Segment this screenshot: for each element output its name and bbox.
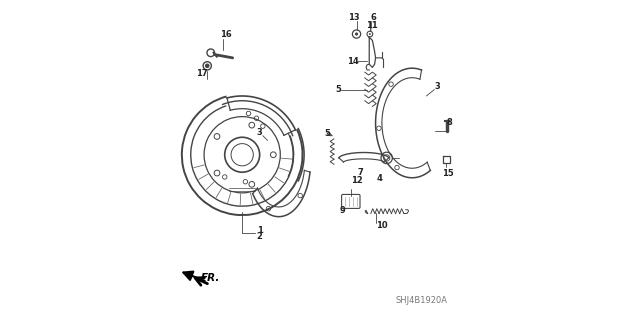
Text: 6: 6 bbox=[371, 13, 376, 22]
Text: 16: 16 bbox=[220, 30, 232, 39]
Text: 8: 8 bbox=[447, 118, 452, 128]
Circle shape bbox=[369, 33, 371, 35]
Text: 3: 3 bbox=[435, 82, 440, 91]
Text: 15: 15 bbox=[442, 169, 454, 178]
Text: 2: 2 bbox=[257, 232, 262, 241]
Text: 10: 10 bbox=[376, 221, 387, 230]
Text: 12: 12 bbox=[351, 176, 362, 185]
Text: 17: 17 bbox=[196, 69, 207, 78]
Text: 9: 9 bbox=[339, 206, 345, 215]
Text: 14: 14 bbox=[348, 56, 359, 65]
Text: 5: 5 bbox=[335, 85, 341, 94]
Text: 7: 7 bbox=[358, 168, 364, 177]
Text: 13: 13 bbox=[349, 13, 360, 22]
Text: 5: 5 bbox=[324, 129, 330, 137]
Text: 3: 3 bbox=[257, 128, 262, 137]
Text: 4: 4 bbox=[376, 174, 382, 183]
Text: 11: 11 bbox=[366, 21, 378, 30]
Circle shape bbox=[355, 33, 358, 36]
Circle shape bbox=[205, 64, 209, 67]
Text: SHJ4B1920A: SHJ4B1920A bbox=[396, 296, 447, 305]
Text: FR.: FR. bbox=[201, 273, 220, 283]
Text: 1: 1 bbox=[257, 226, 262, 234]
